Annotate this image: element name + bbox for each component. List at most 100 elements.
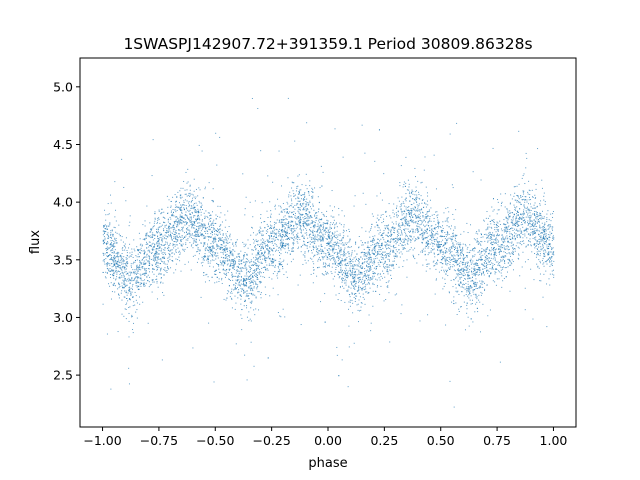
data-point (262, 258, 264, 260)
data-point (310, 230, 312, 232)
data-point (473, 255, 475, 257)
data-point (278, 270, 280, 272)
data-point (118, 252, 120, 254)
data-point (470, 295, 472, 297)
data-point (287, 203, 289, 205)
data-point (321, 225, 322, 227)
data-point (530, 268, 532, 270)
data-point (487, 261, 489, 263)
data-point (454, 226, 456, 228)
data-point (403, 202, 405, 204)
data-point (257, 274, 259, 276)
data-point (401, 214, 403, 216)
data-point (283, 245, 285, 247)
data-point (383, 173, 385, 175)
data-point (444, 242, 446, 244)
data-point (336, 226, 338, 228)
data-point (497, 233, 499, 235)
data-point (529, 196, 531, 198)
data-point (504, 229, 506, 231)
data-point (386, 225, 388, 227)
data-point (235, 245, 237, 247)
data-point (203, 212, 205, 214)
data-point (457, 290, 459, 292)
data-point (525, 167, 527, 169)
data-point (363, 271, 365, 273)
data-point (440, 230, 442, 232)
data-point (279, 271, 281, 273)
data-point (376, 254, 378, 256)
data-point (335, 269, 337, 271)
data-point (311, 187, 313, 189)
data-point (285, 218, 287, 220)
data-point (245, 267, 247, 269)
data-point (518, 211, 519, 213)
data-point (226, 249, 228, 251)
data-point (407, 239, 409, 241)
data-point (311, 238, 313, 240)
data-point (180, 270, 182, 272)
data-point (123, 256, 125, 258)
data-point (395, 243, 397, 245)
data-point (161, 212, 163, 214)
data-point (113, 226, 115, 228)
data-point (388, 203, 390, 205)
data-point (354, 284, 356, 286)
data-point (197, 250, 199, 252)
data-point (374, 248, 376, 250)
data-point (188, 218, 190, 220)
data-point (410, 217, 412, 219)
data-point (240, 263, 242, 265)
data-point (202, 258, 204, 260)
data-point (457, 273, 459, 275)
data-point (376, 217, 378, 219)
data-point (552, 252, 554, 254)
data-point (411, 215, 413, 217)
data-point (502, 280, 504, 282)
data-point (259, 256, 261, 258)
data-point (407, 243, 409, 245)
data-point (323, 256, 325, 258)
data-point (416, 262, 418, 264)
data-point (459, 243, 461, 245)
data-point (192, 207, 194, 209)
data-point (417, 231, 419, 233)
data-point (281, 185, 283, 187)
data-point (227, 210, 229, 212)
data-point (473, 263, 475, 265)
data-point (179, 218, 181, 220)
data-point (493, 239, 495, 241)
data-point (281, 229, 283, 231)
data-point (458, 283, 460, 285)
data-point (244, 354, 246, 356)
data-point (398, 222, 400, 224)
data-point (549, 243, 551, 245)
data-point (434, 241, 436, 243)
data-point (501, 255, 503, 257)
data-point (477, 311, 479, 313)
data-point (195, 235, 197, 237)
data-point (214, 233, 216, 235)
data-point (404, 248, 406, 250)
data-point (299, 203, 301, 205)
data-point (435, 224, 437, 226)
data-point (539, 212, 541, 214)
data-point (453, 261, 455, 263)
data-point (280, 234, 282, 236)
data-point (380, 262, 382, 264)
data-point (185, 205, 187, 207)
data-point (348, 325, 350, 327)
data-point (414, 240, 416, 242)
data-point (138, 282, 140, 284)
data-point (455, 261, 457, 263)
data-point (137, 248, 139, 250)
data-point (331, 266, 333, 268)
data-point (551, 264, 553, 266)
data-point (311, 258, 313, 260)
data-point (384, 276, 386, 278)
data-point (457, 242, 459, 244)
data-point (345, 244, 347, 246)
data-point (528, 210, 530, 212)
data-point (212, 252, 214, 254)
data-point (298, 224, 300, 226)
